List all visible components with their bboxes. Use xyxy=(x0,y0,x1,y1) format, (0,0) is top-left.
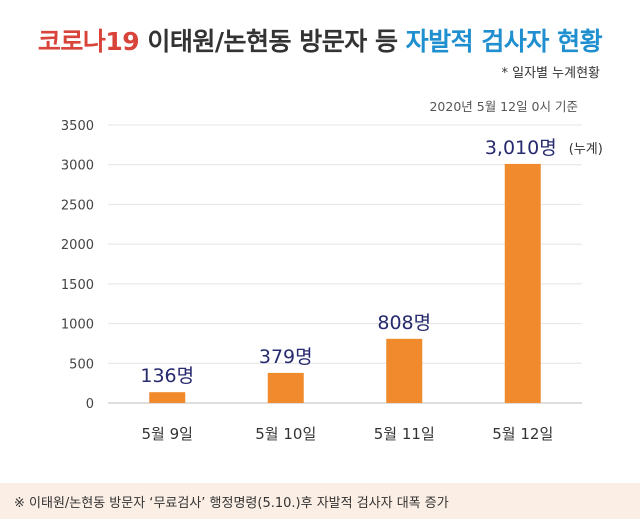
y-tick-label: 3000 xyxy=(61,159,94,174)
x-category-label: 5월 9일 xyxy=(142,425,193,443)
title-part-covid: 코로나19 xyxy=(37,27,140,56)
y-tick-label: 1500 xyxy=(61,278,94,293)
x-category-label: 5월 10일 xyxy=(255,425,316,443)
data-label: 136명 xyxy=(140,365,194,387)
bar-chart: 0 500 1000 1500 2000 2500 3000 3500 136명 5월 9일 379… xyxy=(61,119,603,443)
bar xyxy=(149,392,186,403)
date-basis-note: 2020년 5월 12일 0시 기준 xyxy=(429,99,578,114)
data-label: 3,010명 xyxy=(485,137,557,159)
bar xyxy=(267,372,304,403)
y-tick-label: 3500 xyxy=(61,119,94,134)
y-tick-label: 2000 xyxy=(61,238,94,253)
data-label: 808명 xyxy=(377,312,431,334)
footer-note-bar: ※ 이태원/논현동 방문자 ‘무료검사’ 행정명령(5.10.)후 자발적 검사… xyxy=(0,483,640,519)
y-tick-label: 0 xyxy=(86,397,94,412)
data-label: 379명 xyxy=(259,346,313,368)
cumulative-note: * 일자별 누계현황 xyxy=(501,66,601,81)
bar xyxy=(504,163,541,403)
x-category-label: 5월 12일 xyxy=(492,425,553,443)
title-part-voluntary: 자발적 검사자 현황 xyxy=(405,27,603,56)
title-part-visitors: 이태원/논현동 방문자 등 xyxy=(139,27,406,56)
chart-title: 코로나19 이태원/논현동 방문자 등 자발적 검사자 현황 xyxy=(0,22,640,58)
y-tick-label: 1000 xyxy=(61,318,94,333)
y-tick-label: 500 xyxy=(69,357,94,372)
bar xyxy=(386,338,423,403)
y-tick-label: 2500 xyxy=(61,198,94,213)
footer-note: ※ 이태원/논현동 방문자 ‘무료검사’ 행정명령(5.10.)후 자발적 검사… xyxy=(14,496,449,511)
x-category-label: 5월 11일 xyxy=(374,425,435,443)
cumulative-suffix-label: (누계) xyxy=(569,142,603,157)
